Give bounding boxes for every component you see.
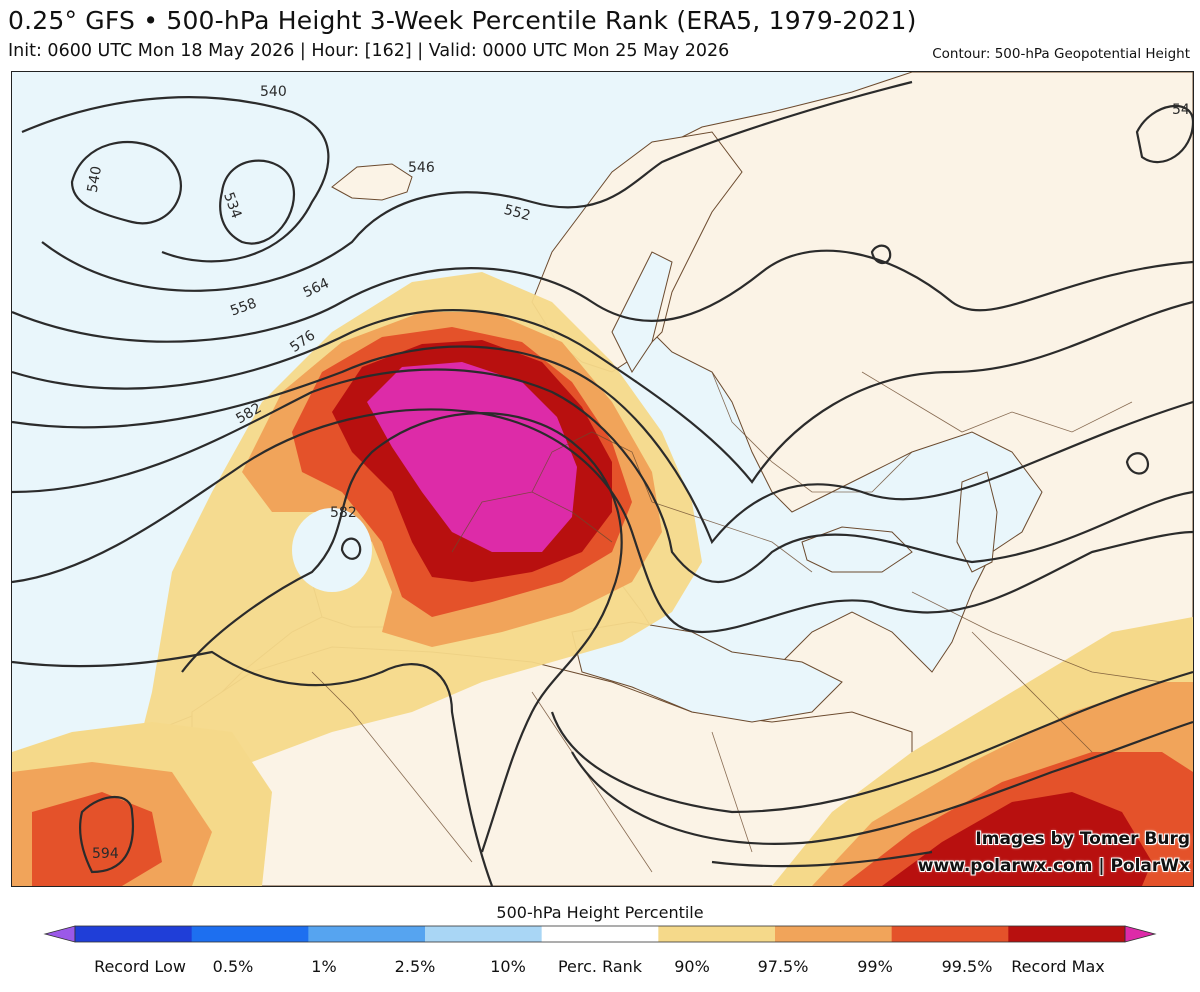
contour-label-54-east: 54 [1172,102,1190,118]
chart-subtitle: Init: 0600 UTC Mon 18 May 2026 | Hour: [… [8,41,730,61]
contour-label-546: 546 [408,160,435,176]
image-credit: Images by Tomer Burg [975,829,1190,849]
colorbar-label: Record Max [1011,957,1105,976]
colorbar-label: 1% [311,957,337,976]
contour-label-540-west: 540 [85,165,105,194]
colorbar-arrow-record-max [1124,925,1157,943]
chart-title: 0.25° GFS • 500-hPa Height 3-Week Percen… [8,6,917,35]
country-borders [311,371,1163,873]
colorbar-label: 99% [857,957,893,976]
black-sea [801,526,913,573]
colorbar-segment [75,926,193,942]
contour-label-540-north: 540 [260,84,287,100]
contour-label-582-south: 582 [330,505,357,521]
colorbar-segment [775,926,893,942]
map-canvas: 540 540 534 546 552 558 564 576 582 582 … [12,72,1193,886]
contour-label-594: 594 [92,846,119,862]
colorbar-segment [541,926,659,942]
colorbar-label: 90% [674,957,710,976]
colorbar-title: 500-hPa Height Percentile [496,903,704,922]
colorbar [43,925,1157,943]
contour-label-552: 552 [502,202,532,224]
colorbar-label: 97.5% [757,957,809,976]
website-credit: www.polarwx.com | PolarWx [917,856,1190,876]
colorbar-label: 99.5% [941,957,993,976]
colorbar-arrow-record-low [43,925,76,943]
map-panel: 540 540 534 546 552 558 564 576 582 582 … [11,71,1194,887]
mediterranean-sea [571,621,843,723]
colorbar-segment [1008,926,1126,942]
contour-note: Contour: 500-hPa Geopotential Height [932,46,1190,62]
land-iceland [331,163,413,201]
colorbar-segment [308,926,426,942]
colorbar-label: 0.5% [212,957,254,976]
shade-p99-southwest [32,792,162,886]
colorbar-segment [425,926,543,942]
baltic-sea [611,251,673,373]
colorbar-label: Record Low [94,957,186,976]
colorbar-label: 2.5% [394,957,436,976]
colorbar-segment [658,926,776,942]
colorbar-segment [891,926,1009,942]
colorbar-label: 10% [490,957,526,976]
caspian-sea [956,471,998,573]
colorbar-segment [191,926,309,942]
colorbar-label: Perc. Rank [557,957,643,976]
colorbar-border [74,925,1126,943]
shade-p995-east [882,792,1152,886]
